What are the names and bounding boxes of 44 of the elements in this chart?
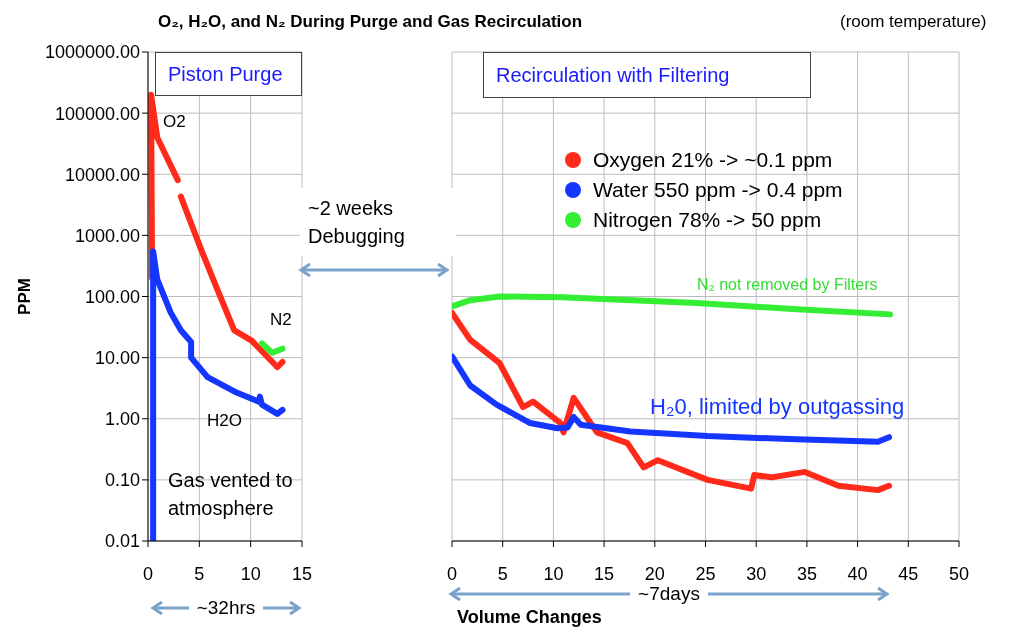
y-tick-label: 100.00 [84, 286, 140, 307]
text: ~2 weeks Debugging [300, 188, 456, 256]
x-tick-label: 0 [142, 563, 154, 584]
text-box: Piston Purge [155, 52, 302, 96]
annotation: O2 [163, 112, 186, 132]
y-tick-label: 0.10 [104, 470, 140, 491]
text: O₂, H₂O, and N₂ During Purge and Gas Recirculation [158, 12, 583, 32]
y-tick-label: 1000.00 [74, 225, 140, 246]
x-tick-label: 35 [796, 563, 817, 584]
annotation: N₂ not removed by Filters [697, 276, 878, 294]
annotation: Gas vented to atmosphere [168, 468, 294, 521]
y-tick-label: 1000000.00 [44, 42, 140, 63]
x-tick-label: 45 [898, 563, 919, 584]
x-tick-label: 15 [594, 563, 615, 584]
x-tick-label: 20 [644, 563, 665, 584]
y-tick-label: 100000.00 [54, 103, 140, 124]
legend-label: Nitrogen 78% -> 50 ppm [593, 207, 822, 233]
annotation: Piston Purge [168, 62, 283, 86]
legend-label: Water 550 ppm -> 0.4 ppm [593, 177, 843, 203]
y-tick-label: 1.00 [104, 409, 140, 430]
annotation: Recirculation with Filtering [496, 63, 730, 87]
y-tick-label: 0.01 [104, 531, 140, 552]
x-tick-label: 30 [746, 563, 767, 584]
x-tick-label: 5 [194, 563, 205, 584]
text-box: Recirculation with Filtering [483, 52, 811, 98]
annotation: N2 [270, 310, 292, 330]
x-tick-label: 40 [847, 563, 868, 584]
y-tick-label: 10.00 [94, 348, 140, 369]
x-tick-label: 10 [543, 563, 564, 584]
x-tick-label: 15 [291, 563, 313, 584]
legend-label: Oxygen 21% -> ~0.1 ppm [593, 147, 833, 173]
text: ~32hrs [188, 597, 264, 618]
x-axis-title: Volume Changes [457, 607, 602, 627]
x-tick-label: 50 [948, 563, 970, 584]
x-tick-label: 5 [497, 563, 508, 584]
x-tick-label: 0 [446, 563, 458, 584]
x-tick-label: 25 [695, 563, 716, 584]
annotation: H2O [207, 411, 242, 431]
text: (room temperature) [840, 12, 987, 32]
y-tick-label: 10000.00 [64, 164, 140, 185]
y-axis-title: PPM [15, 278, 35, 315]
x-tick-label: 10 [240, 563, 261, 584]
text: ~7days [630, 583, 708, 604]
annotation: H₂0, limited by outgassing [650, 394, 905, 420]
